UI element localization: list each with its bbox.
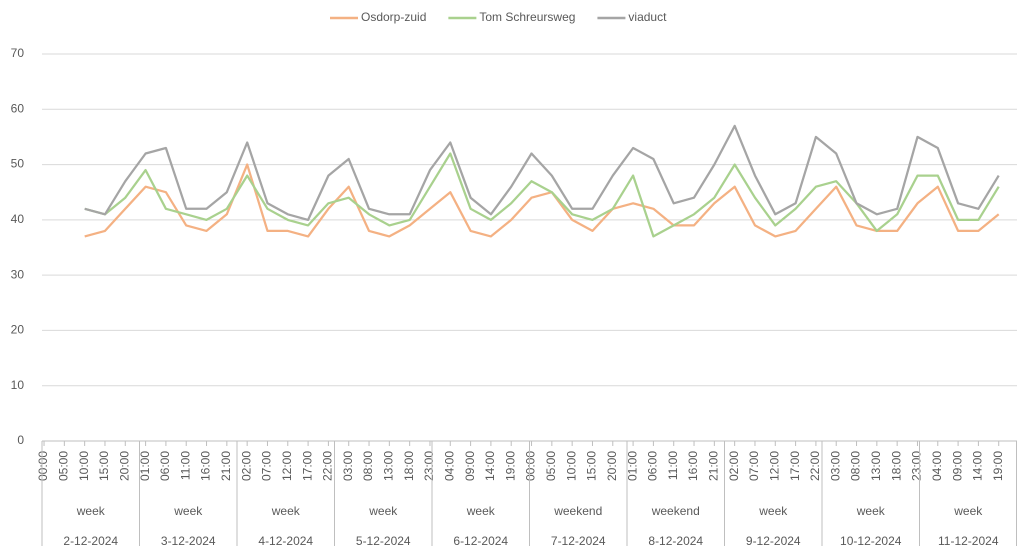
group-date: 3-12-2024 bbox=[161, 534, 216, 546]
x-tick-label: 03:00 bbox=[828, 451, 842, 481]
x-tick-label: 11:00 bbox=[666, 451, 680, 480]
group-date: 2-12-2024 bbox=[63, 534, 118, 546]
y-tick-label: 50 bbox=[11, 157, 25, 171]
x-tick-label: 06:00 bbox=[646, 451, 660, 481]
series-line bbox=[84, 124, 1000, 222]
x-tick-label: 00:00 bbox=[524, 451, 538, 481]
x-tick-label: 10:00 bbox=[564, 451, 578, 481]
x-tick-label: 01:00 bbox=[625, 451, 639, 481]
x-tick-label: 13:00 bbox=[869, 451, 883, 481]
x-tick-label: 06:00 bbox=[158, 451, 172, 481]
group-date: 10-12-2024 bbox=[840, 534, 902, 546]
x-tick-label: 09:00 bbox=[950, 451, 964, 481]
y-tick-label: 70 bbox=[11, 46, 25, 60]
group-date: 7-12-2024 bbox=[551, 534, 606, 546]
x-tick-label: 20:00 bbox=[605, 451, 619, 481]
group-label: week bbox=[76, 504, 106, 518]
x-tick-label: 02:00 bbox=[239, 451, 253, 481]
x-tick-label: 05:00 bbox=[544, 451, 558, 481]
x-tick-label: 07:00 bbox=[260, 451, 274, 481]
group-label: week bbox=[173, 504, 203, 518]
group-date: 9-12-2024 bbox=[746, 534, 801, 546]
x-tick-label: 07:00 bbox=[747, 451, 761, 481]
x-tick-label: 05:00 bbox=[57, 451, 71, 481]
x-tick-label: 23:00 bbox=[910, 451, 924, 481]
y-tick-label: 60 bbox=[11, 101, 25, 115]
x-tick-label: 22:00 bbox=[321, 451, 335, 481]
x-tick-label: 09:00 bbox=[463, 451, 477, 481]
x-tick-label: 20:00 bbox=[117, 451, 131, 481]
x-tick-label: 10:00 bbox=[77, 451, 91, 481]
x-tick-label: 17:00 bbox=[300, 451, 314, 481]
x-tick-label: 16:00 bbox=[686, 451, 700, 481]
legend-label: Osdorp-zuid bbox=[361, 10, 426, 24]
series-line bbox=[84, 163, 1000, 238]
y-tick-label: 30 bbox=[11, 267, 25, 281]
x-tick-label: 01:00 bbox=[138, 451, 152, 481]
x-tick-label: 21:00 bbox=[219, 451, 233, 481]
x-tick-label: 14:00 bbox=[971, 451, 985, 481]
group-date: 8-12-2024 bbox=[648, 534, 703, 546]
x-tick-label: 18:00 bbox=[889, 451, 903, 481]
x-tick-label: 02:00 bbox=[727, 451, 741, 481]
x-tick-label: 12:00 bbox=[280, 451, 294, 481]
group-label: week bbox=[856, 504, 886, 518]
x-tick-label: 17:00 bbox=[788, 451, 802, 481]
x-tick-label: 16:00 bbox=[199, 451, 213, 481]
group-label: week bbox=[466, 504, 496, 518]
x-tick-label: 22:00 bbox=[808, 451, 822, 481]
y-tick-label: 40 bbox=[11, 212, 25, 226]
group-date: 6-12-2024 bbox=[453, 534, 508, 546]
group-label: weekend bbox=[553, 504, 602, 518]
x-tick-label: 04:00 bbox=[442, 451, 456, 481]
legend-label: Tom Schreursweg bbox=[479, 10, 575, 24]
y-tick-label: 0 bbox=[17, 433, 24, 447]
group-label: week bbox=[758, 504, 788, 518]
group-label: week bbox=[953, 504, 983, 518]
group-date: 5-12-2024 bbox=[356, 534, 411, 546]
x-tick-label: 15:00 bbox=[97, 451, 111, 481]
x-tick-label: 15:00 bbox=[585, 451, 599, 481]
x-tick-label: 08:00 bbox=[849, 451, 863, 481]
x-tick-label: 04:00 bbox=[930, 451, 944, 481]
x-tick-label: 18:00 bbox=[402, 451, 416, 481]
series-line bbox=[84, 152, 1000, 238]
x-tick-label: 19:00 bbox=[991, 451, 1005, 481]
x-tick-label: 14:00 bbox=[483, 451, 497, 481]
group-date: 11-12-2024 bbox=[938, 534, 999, 546]
x-tick-label: 23:00 bbox=[422, 451, 436, 481]
x-tick-label: 12:00 bbox=[767, 451, 781, 481]
x-tick-label: 11:00 bbox=[178, 451, 192, 480]
x-tick-label: 08:00 bbox=[361, 451, 375, 481]
x-tick-label: 03:00 bbox=[341, 451, 355, 481]
group-label: weekend bbox=[651, 504, 700, 518]
x-tick-label: 00:00 bbox=[36, 451, 50, 481]
x-tick-label: 21:00 bbox=[707, 451, 721, 481]
x-tick-label: 19:00 bbox=[503, 451, 517, 481]
group-label: week bbox=[271, 504, 301, 518]
y-tick-label: 20 bbox=[11, 323, 25, 337]
legend-label: viaduct bbox=[628, 10, 667, 24]
group-label: week bbox=[368, 504, 398, 518]
group-date: 4-12-2024 bbox=[258, 534, 313, 546]
x-tick-label: 13:00 bbox=[382, 451, 396, 481]
y-tick-label: 10 bbox=[11, 378, 25, 392]
